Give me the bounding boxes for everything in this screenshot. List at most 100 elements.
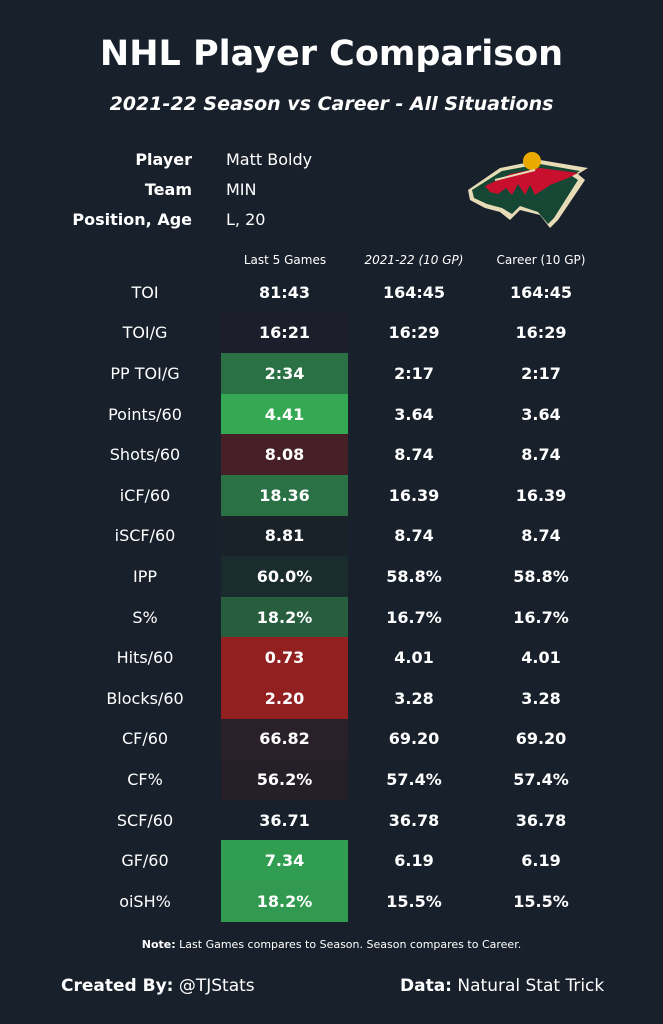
season-value: 36.78 [388, 810, 440, 830]
page-title: NHL Player Comparison [99, 34, 564, 74]
last5-value: 66.82 [221, 718, 348, 760]
team-logo [468, 152, 588, 228]
stat-label: PP TOI/G [110, 363, 180, 383]
page-subtitle: 2021-22 Season vs Career - All Situation… [109, 93, 554, 115]
stat-label: Shots/60 [109, 445, 181, 465]
season-value: 8.74 [394, 526, 434, 546]
table-row: Blocks/60 2.20 3.28 3.28 [0, 678, 663, 719]
created-by-value: @TJStats [173, 976, 255, 996]
last5-value: 7.34 [221, 840, 348, 881]
stat-label: GF/60 [121, 851, 169, 871]
stat-label: Hits/60 [116, 648, 174, 668]
last5-value: 36.71 [259, 810, 310, 830]
last5-value: 8.08 [221, 434, 348, 475]
season-value: 8.74 [394, 445, 434, 465]
stat-label: CF/60 [121, 729, 169, 749]
career-value: 16.7% [513, 607, 569, 627]
note: Note: Last Games compares to Season. Sea… [0, 938, 663, 951]
career-value: 164:45 [509, 282, 573, 302]
table-row: IPP 60.0% 58.8% 58.8% [0, 556, 663, 597]
data-source: Data: Natural Stat Trick [400, 976, 604, 996]
career-value: 16.39 [515, 485, 567, 505]
season-value: 3.64 [394, 404, 434, 424]
column-header-career: Career (10 GP) [496, 253, 586, 267]
table-row: Shots/60 8.08 8.74 8.74 [0, 434, 663, 475]
note-label: Note: [141, 938, 176, 951]
career-value: 4.01 [521, 648, 561, 668]
season-value: 2:17 [394, 363, 434, 383]
table-row: TOI/G 16:21 16:29 16:29 [0, 312, 663, 354]
career-value: 16:29 [515, 323, 567, 343]
table-row: SCF/60 36.71 36.78 36.78 [0, 800, 663, 841]
stat-label: iSCF/60 [114, 526, 176, 546]
last5-value: 18.36 [221, 475, 348, 516]
career-value: 3.28 [521, 688, 561, 708]
stat-label: iCF/60 [119, 485, 171, 505]
season-value: 15.5% [386, 891, 442, 911]
table-row: iSCF/60 8.81 8.74 8.74 [0, 515, 663, 557]
career-value: 8.74 [521, 445, 561, 465]
data-source-value: Natural Stat Trick [451, 976, 605, 996]
career-value: 8.74 [521, 526, 561, 546]
career-value: 58.8% [513, 566, 569, 586]
player-name: Matt Boldy [226, 150, 313, 169]
last5-value: 81:43 [259, 282, 310, 302]
season-value: 69.20 [388, 729, 440, 749]
last5-value: 4.41 [221, 393, 348, 435]
created-by-label: Created By: [61, 976, 174, 996]
player-label: Player [135, 150, 192, 169]
career-value: 3.64 [521, 404, 561, 424]
season-value: 6.19 [394, 851, 434, 871]
stat-label: CF% [127, 769, 163, 789]
career-value: 2:17 [521, 363, 561, 383]
last5-value: 56.2% [221, 759, 348, 800]
last5-value: 0.73 [221, 637, 348, 678]
stat-label: SCF/60 [116, 810, 174, 830]
column-header-season: 2021-22 (10 GP) [364, 253, 464, 267]
stat-label: IPP [132, 566, 157, 586]
table-row: CF% 56.2% 57.4% 57.4% [0, 759, 663, 800]
data-source-label: Data: [400, 976, 452, 996]
season-value: 16.7% [386, 607, 442, 627]
note-text: Last Games compares to Season. Season co… [175, 938, 522, 951]
table-row: Hits/60 0.73 4.01 4.01 [0, 637, 663, 678]
last5-value: 16:21 [221, 312, 348, 354]
last5-value: 18.2% [221, 596, 348, 638]
season-value: 58.8% [386, 566, 442, 586]
table-row: iCF/60 18.36 16.39 16.39 [0, 475, 663, 516]
table-row: TOI 81:43 164:45 164:45 [0, 272, 663, 313]
stat-label: Blocks/60 [106, 688, 184, 708]
table-row: PP TOI/G 2:34 2:17 2:17 [0, 353, 663, 394]
stat-label: TOI [131, 282, 159, 302]
team-value: MIN [226, 180, 257, 199]
table-row: oiSH% 18.2% 15.5% 15.5% [0, 881, 663, 922]
last5-value: 2.20 [221, 678, 348, 719]
season-value: 3.28 [394, 688, 434, 708]
position-age-label: Position, Age [72, 210, 192, 229]
table-row: CF/60 66.82 69.20 69.20 [0, 718, 663, 760]
position-age-value: L, 20 [226, 210, 266, 229]
career-value: 69.20 [515, 729, 567, 749]
created-by: Created By: @TJStats [61, 976, 255, 996]
stat-label: oiSH% [119, 891, 171, 911]
team-label: Team [144, 180, 192, 199]
stat-label: S% [132, 607, 158, 627]
season-value: 164:45 [382, 282, 446, 302]
career-value: 15.5% [513, 891, 569, 911]
career-value: 36.78 [515, 810, 567, 830]
last5-value: 18.2% [221, 881, 348, 922]
season-value: 57.4% [386, 769, 442, 789]
table-row: S% 18.2% 16.7% 16.7% [0, 596, 663, 638]
column-header-last5: Last 5 Games [243, 253, 327, 267]
stat-label: TOI/G [122, 323, 168, 343]
season-value: 16:29 [388, 323, 440, 343]
last5-value: 60.0% [221, 556, 348, 597]
table-row: Points/60 4.41 3.64 3.64 [0, 393, 663, 435]
career-value: 6.19 [521, 851, 561, 871]
season-value: 16.39 [388, 485, 440, 505]
season-value: 4.01 [394, 648, 434, 668]
last5-value: 8.81 [221, 515, 348, 557]
stat-label: Points/60 [108, 404, 182, 424]
table-row: GF/60 7.34 6.19 6.19 [0, 840, 663, 881]
career-value: 57.4% [513, 769, 569, 789]
